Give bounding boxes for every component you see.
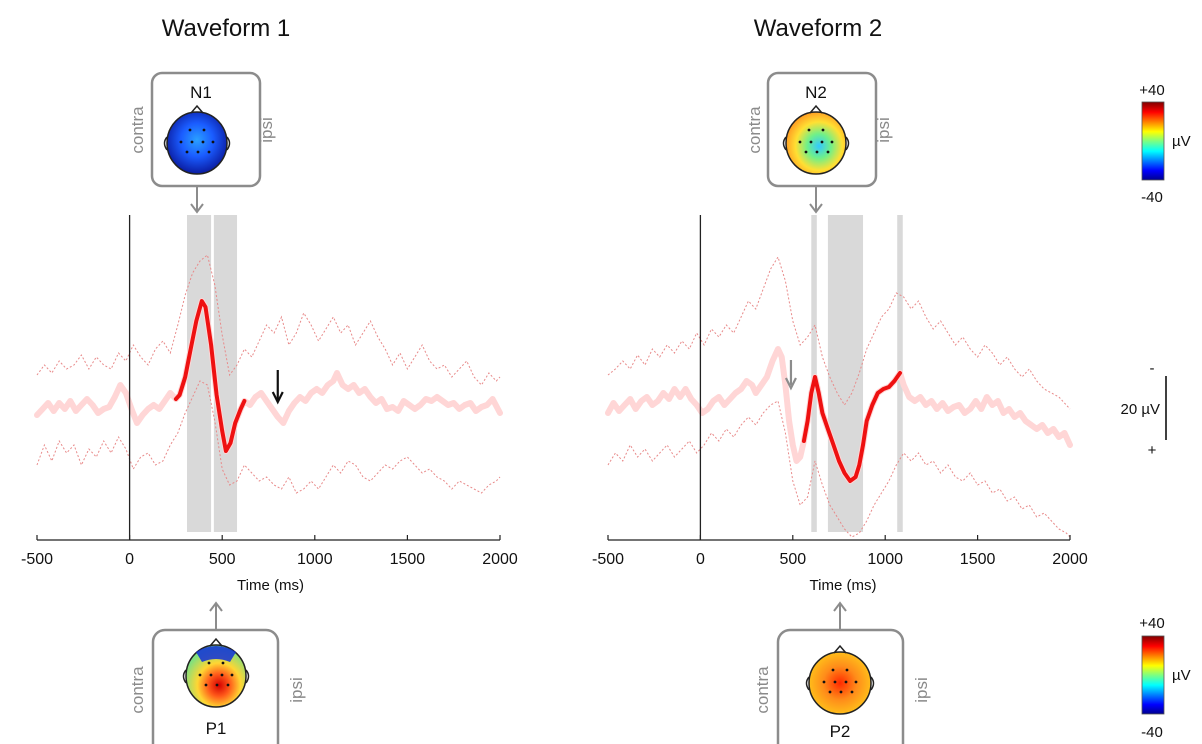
ipsi-label-n2: ipsi (874, 117, 893, 143)
contra-label-n1: contra (128, 106, 147, 154)
topomap-panel-p2: P2 contra ipsi (753, 628, 931, 744)
topomap-label-p1: P1 (206, 719, 227, 738)
up-arrow-p1 (209, 601, 223, 630)
chart-title-1: Waveform 1 (162, 15, 290, 42)
waveform-plot-1: -500 0 500 1000 1500 2000 Time (ms) (21, 215, 518, 594)
head-map-p1 (182, 637, 250, 708)
highlight-window-2 (213, 215, 238, 532)
ci-upper-line (36, 254, 501, 386)
topomap-label-n2: N2 (805, 83, 827, 102)
x-tick-label: 1500 (960, 551, 996, 568)
head-map-n1 (163, 104, 231, 175)
scale-bar-label: 20 µV (1121, 401, 1161, 418)
waveform-plot-2: -500 0 500 1000 1500 2000 Time (ms) (592, 215, 1088, 594)
highlight-window-1 (187, 215, 212, 532)
ci-upper-line (607, 255, 1071, 410)
topomap-panel-n2: N2 contra ipsi (745, 71, 893, 188)
ci-lower-line (36, 380, 501, 494)
topomap-panel-p1: P1 contra ipsi (128, 628, 306, 744)
head-map-n2 (782, 104, 850, 175)
scale-bar-pos: + (1148, 442, 1157, 459)
x-axis-label: Time (ms) (810, 577, 877, 594)
x-tick-label: 2000 (482, 551, 518, 568)
event-arrow-head (271, 391, 284, 405)
colorbar-bottom-max: +40 (1139, 615, 1164, 632)
scale-bar-neg: - (1150, 360, 1155, 377)
down-arrow-n2 (809, 186, 823, 214)
x-tick-label: 500 (209, 551, 236, 568)
chart-title-2: Waveform 2 (754, 15, 882, 42)
x-tick-label: -500 (592, 551, 624, 568)
ci-lower-line (607, 400, 1071, 538)
highlight-window-2 (827, 215, 864, 532)
contra-label-n2: contra (745, 106, 764, 154)
colorbar-top-gradient (1141, 101, 1165, 181)
up-arrow-p2 (833, 601, 847, 630)
colorbar-bottom-gradient (1141, 635, 1165, 715)
ipsi-label-p1: ipsi (287, 677, 306, 703)
x-tick-label: -500 (21, 551, 53, 568)
x-tick-label: 1500 (390, 551, 426, 568)
x-tick-label: 0 (696, 551, 705, 568)
event-arrow-head (784, 377, 797, 391)
x-tick-label: 1000 (297, 551, 333, 568)
x-tick-label: 2000 (1052, 551, 1088, 568)
contra-label-p2: contra (753, 666, 772, 714)
colorbar-top-min: -40 (1141, 189, 1163, 206)
highlight-window-1 (811, 215, 817, 532)
down-arrow-n1 (190, 186, 204, 214)
colorbar-top-max: +40 (1139, 82, 1164, 99)
x-tick-label: 500 (779, 551, 806, 568)
colorbar-bottom-min: -40 (1141, 724, 1163, 741)
contra-label-p1: contra (128, 666, 147, 714)
mean-waveform-active (801, 371, 902, 483)
scale-bar: - 20 µV + (1121, 360, 1167, 459)
colorbar-top-unit: µV (1172, 133, 1191, 150)
head-map-p2 (805, 644, 875, 715)
ipsi-label-n1: ipsi (257, 117, 276, 143)
mean-waveform-faded (34, 298, 503, 454)
topomap-label-p2: P2 (830, 722, 851, 741)
x-tick-label: 1000 (867, 551, 903, 568)
colorbar-bottom-unit: µV (1172, 667, 1191, 684)
topomap-panel-n1: N1 contra ipsi (128, 71, 276, 188)
topomap-label-n1: N1 (190, 83, 212, 102)
x-axis-label: Time (ms) (237, 577, 304, 594)
ipsi-label-p2: ipsi (912, 677, 931, 703)
colorbar-top: +40 µV -40 (1139, 82, 1190, 206)
mean-waveform-active (173, 299, 247, 453)
x-tick-label: 0 (125, 551, 134, 568)
colorbar-bottom: +40 µV -40 (1139, 615, 1190, 741)
